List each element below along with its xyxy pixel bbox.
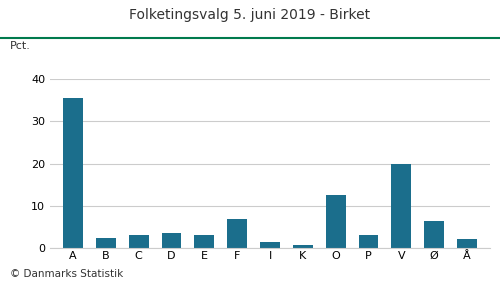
Bar xyxy=(228,219,247,248)
Bar xyxy=(260,242,280,248)
Text: Folketingsvalg 5. juni 2019 - Birket: Folketingsvalg 5. juni 2019 - Birket xyxy=(130,8,370,23)
Bar xyxy=(424,221,444,248)
Bar xyxy=(129,235,148,248)
Bar xyxy=(392,164,411,248)
Text: © Danmarks Statistik: © Danmarks Statistik xyxy=(10,269,123,279)
Text: Pct.: Pct. xyxy=(10,41,31,51)
Bar xyxy=(358,235,378,248)
Bar xyxy=(293,245,312,248)
Bar xyxy=(162,233,182,248)
Bar xyxy=(457,239,477,248)
Bar xyxy=(63,98,83,248)
Bar xyxy=(96,237,116,248)
Bar xyxy=(326,195,345,248)
Bar xyxy=(194,235,214,248)
